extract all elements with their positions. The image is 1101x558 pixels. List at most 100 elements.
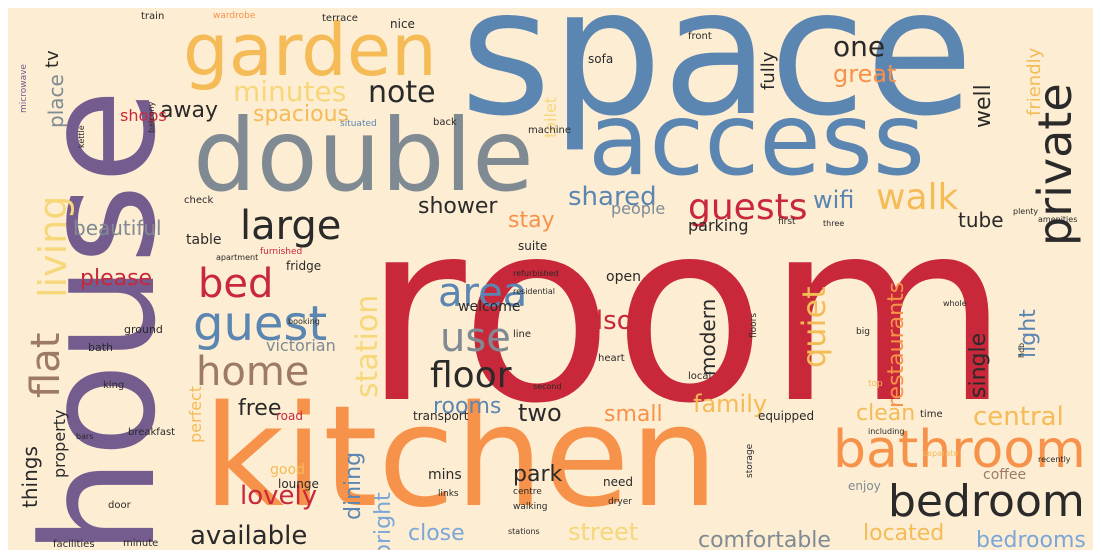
word-friendly: friendly xyxy=(1024,47,1045,116)
word-living: living xyxy=(31,195,75,298)
word-enjoy: enjoy xyxy=(848,479,881,493)
word-comfortable: comfortable xyxy=(698,528,831,551)
word-central: central xyxy=(973,402,1064,432)
word-bedroom: bedroom xyxy=(888,476,1085,527)
word-welcome: welcome xyxy=(458,299,521,315)
word-flat: flat xyxy=(23,332,69,398)
word-including: including xyxy=(868,427,905,436)
word-free: free xyxy=(238,396,282,421)
word-perfect: perfect xyxy=(186,385,205,443)
word-quiet: quiet xyxy=(795,286,833,368)
word-big: big xyxy=(856,327,870,337)
word-bathroom: bathroom xyxy=(833,420,1086,480)
word-located: located xyxy=(863,521,945,546)
word-one: one xyxy=(833,30,886,63)
word-recently: recently xyxy=(1038,455,1071,464)
word-walking: walking xyxy=(513,502,548,512)
word-guest: guest xyxy=(193,296,328,352)
word-large: large xyxy=(240,203,342,249)
word-desk: amenities xyxy=(1038,215,1078,224)
word-storage: storage xyxy=(745,443,755,478)
word-first: first xyxy=(778,217,796,227)
word-fully: fully xyxy=(758,51,779,90)
word-double: double xyxy=(193,97,534,214)
word-facilities: facilities xyxy=(53,539,95,550)
word-park: park xyxy=(513,462,563,487)
word-microwave: microwave xyxy=(19,64,29,113)
word-road: road xyxy=(276,409,303,423)
word-also: also xyxy=(580,306,633,336)
word-shower: shower xyxy=(418,194,498,219)
word-single: single xyxy=(966,332,991,398)
word-top: top xyxy=(868,379,883,389)
word-machine: machine xyxy=(528,125,571,136)
word-stay: stay xyxy=(508,208,555,233)
word-tv: tv xyxy=(42,50,63,68)
word-king: king xyxy=(103,380,125,391)
word-transport: transport xyxy=(413,409,469,423)
word-lounge: lounge xyxy=(278,477,319,491)
word-nice: nice xyxy=(390,17,415,31)
word-heart: heart xyxy=(598,353,625,364)
word-terrace: terrace xyxy=(322,13,358,24)
word-booking: booking xyxy=(288,317,320,326)
word-three: three xyxy=(823,219,845,228)
word-coffee: coffee xyxy=(983,467,1027,483)
word-kitchen: kitchen xyxy=(203,376,719,539)
word-victorian: victorian xyxy=(266,336,336,355)
word-lovely: lovely xyxy=(240,481,318,511)
word-rooms: rooms xyxy=(433,394,502,419)
word-floors: floors xyxy=(749,312,759,338)
word-parking: parking xyxy=(688,216,749,235)
word-restaurants: restaurants xyxy=(884,281,909,408)
word-amenities: hob xyxy=(1017,342,1026,358)
word-minute: minute xyxy=(123,538,159,549)
word-two: two xyxy=(518,399,562,427)
word-space: space xyxy=(460,8,974,155)
word-small: small xyxy=(604,402,663,427)
word-area: area xyxy=(438,270,528,316)
word-modern: modern xyxy=(696,298,720,376)
word-shared: shared xyxy=(568,182,657,212)
word-well: well xyxy=(971,84,996,128)
word-plenty: plenty xyxy=(1013,207,1039,216)
word-need: need xyxy=(603,475,633,489)
word-ground: ground xyxy=(124,323,163,336)
word-guests: guests xyxy=(688,187,808,228)
word-front: front xyxy=(688,31,712,42)
word-good: good xyxy=(270,462,305,478)
word-beautiful: beautiful xyxy=(73,216,162,240)
word-garden: garden xyxy=(183,8,437,92)
word-residential: residential xyxy=(513,287,555,296)
word-train: train xyxy=(141,11,165,22)
word-mins: mins xyxy=(428,467,462,483)
word-situated: situated xyxy=(340,119,377,129)
word-floor: floor xyxy=(430,355,512,396)
word-use: use xyxy=(440,315,511,361)
word-note: note xyxy=(368,75,436,110)
word-cloud: room space house kitchen double access g… xyxy=(8,8,1093,550)
word-bright: bright xyxy=(371,492,396,550)
word-back: back xyxy=(433,117,457,128)
word-suite: suite xyxy=(518,239,548,253)
word-equipped: equipped xyxy=(758,409,815,423)
word-breakfast: breakfast xyxy=(128,427,176,438)
word-please: please xyxy=(80,266,153,291)
word-open: open xyxy=(606,269,641,285)
word-dryer: dryer xyxy=(608,497,632,507)
word-spacious: spacious xyxy=(253,102,349,127)
word-separate: separate xyxy=(923,449,959,458)
word-sofa: sofa xyxy=(588,52,614,66)
word-street: street xyxy=(568,518,639,546)
word-away: away xyxy=(160,98,218,123)
word-place: place xyxy=(44,74,68,128)
word-table: table xyxy=(186,232,222,248)
word-bars: bars xyxy=(76,432,94,441)
word-house: house xyxy=(9,88,190,550)
word-dining: dining xyxy=(341,451,366,520)
word-tube: tube xyxy=(958,208,1004,232)
word-balcony: balcony xyxy=(147,101,156,133)
word-check: check xyxy=(184,195,214,206)
word-minutes: minutes xyxy=(233,75,347,108)
word-room: room xyxy=(363,167,1010,458)
